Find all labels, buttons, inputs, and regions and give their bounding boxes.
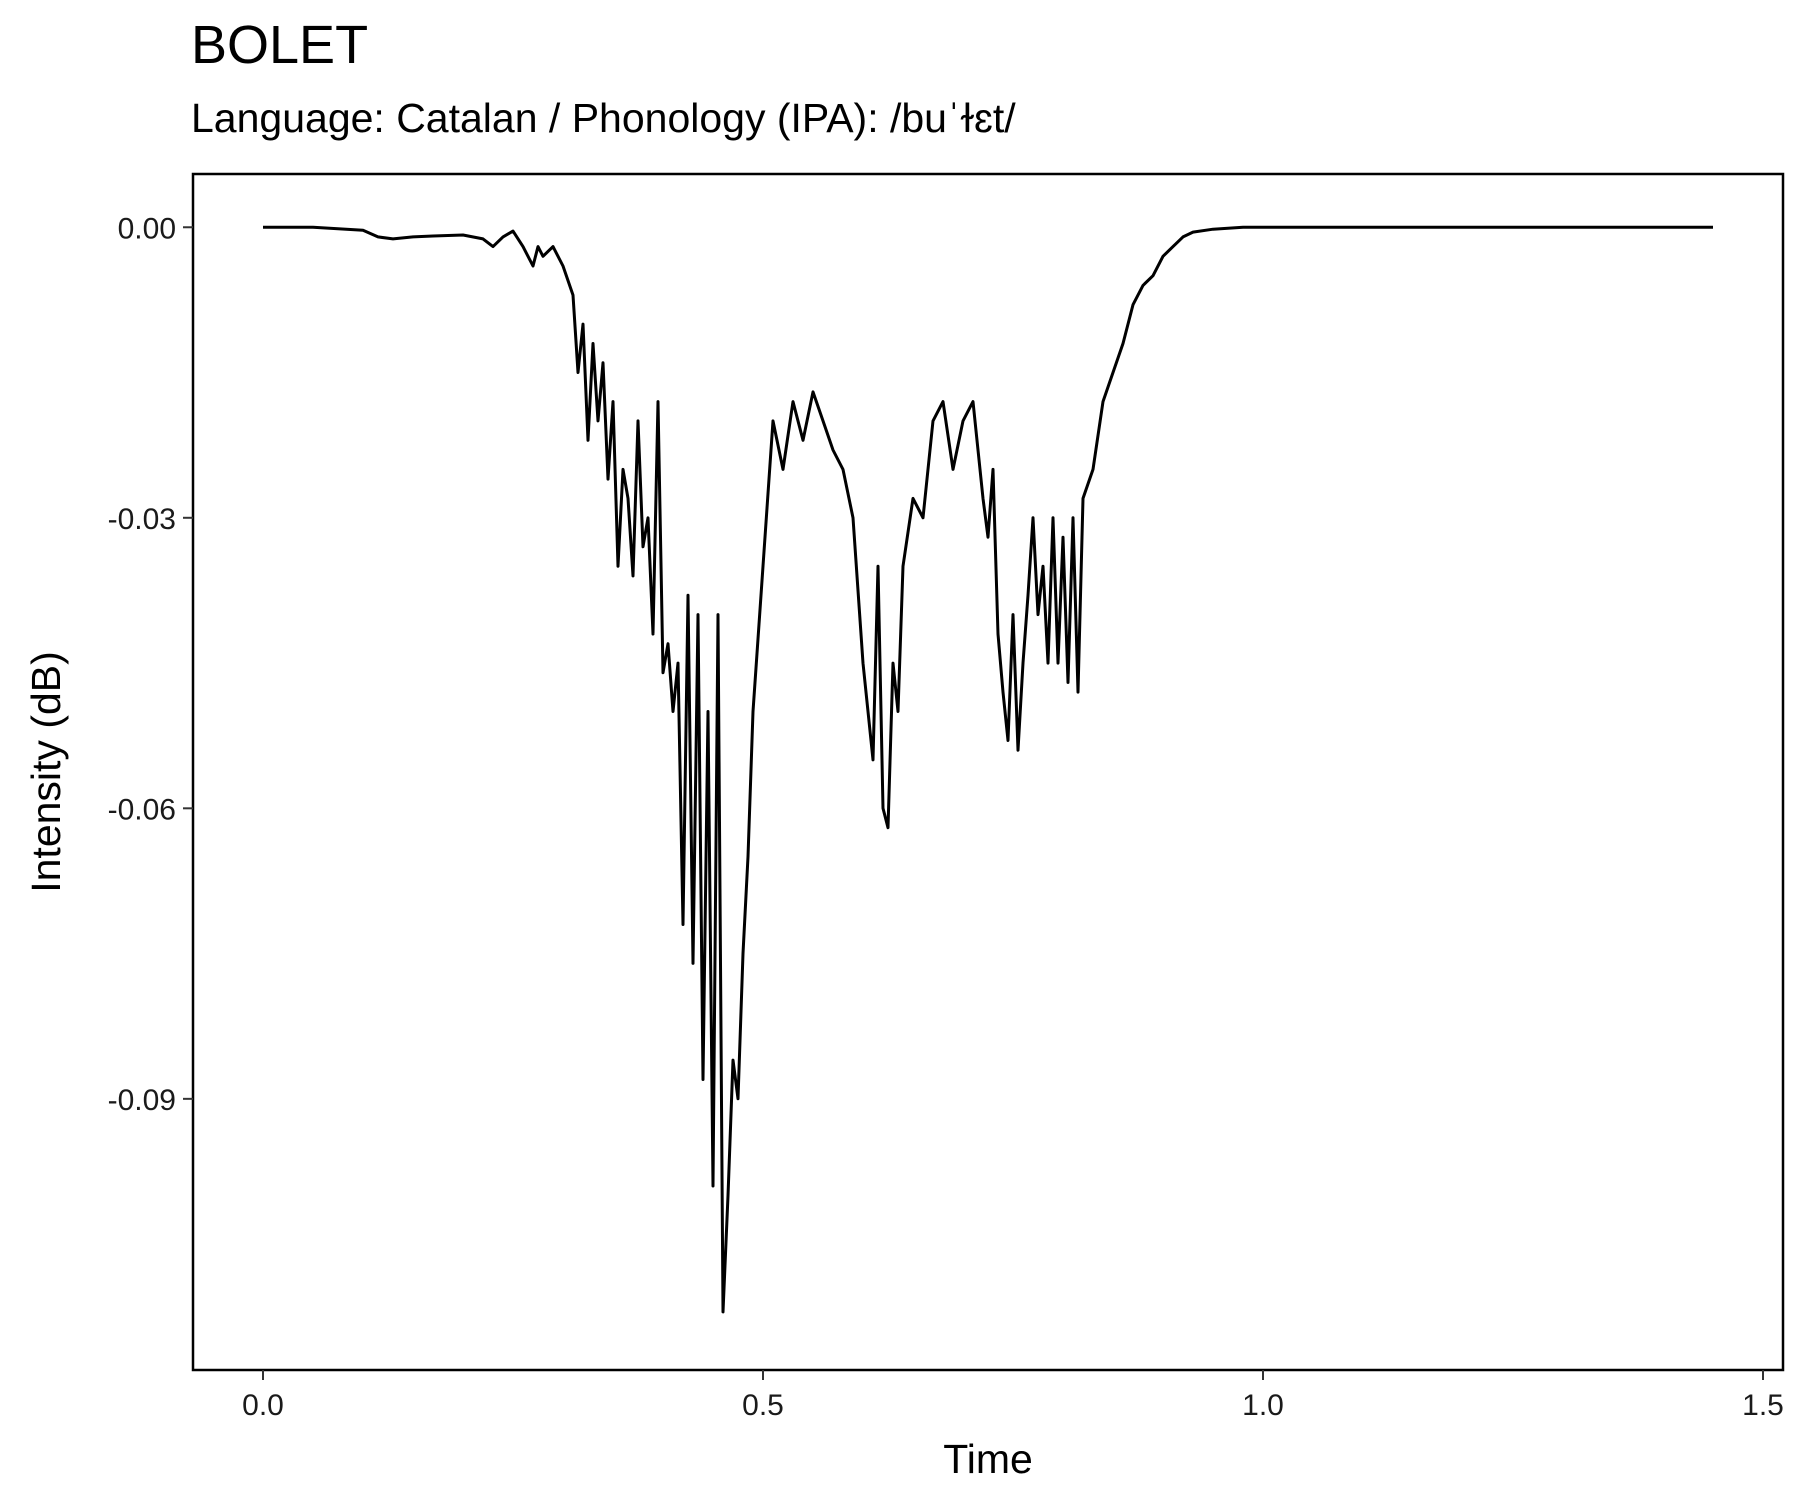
y-tick-label: -0.03 — [108, 503, 176, 536]
y-tick-label: -0.09 — [108, 1084, 176, 1117]
x-tick-label: 1.0 — [1242, 1389, 1284, 1422]
x-tick-label: 1.5 — [1742, 1389, 1784, 1422]
x-tick-label: 0.0 — [242, 1389, 284, 1422]
chart-title: BOLET — [191, 15, 369, 75]
y-tick-label: -0.06 — [108, 793, 176, 826]
chart-subtitle: Language: Catalan / Phonology (IPA): /bu… — [191, 95, 1016, 141]
plot-panel-border — [191, 172, 1785, 1372]
x-tick-label: 0.5 — [742, 1389, 784, 1422]
axis-ticks: 0.0 0.5 1.0 1.5 0.00 -0.03 -0.06 -0.09 — [108, 212, 1784, 1422]
x-axis-title: Time — [943, 1436, 1033, 1482]
y-axis-title: Intensity (dB) — [23, 651, 69, 893]
intensity-series-line — [263, 225, 1713, 1314]
y-tick-label: 0.00 — [118, 212, 176, 245]
